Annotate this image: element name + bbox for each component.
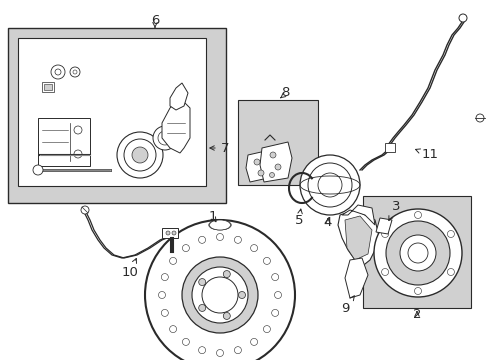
Circle shape — [271, 310, 278, 316]
Circle shape — [73, 70, 77, 74]
Bar — [362, 196, 470, 308]
Bar — [18, 38, 205, 186]
Text: 10: 10 — [122, 258, 138, 279]
Ellipse shape — [208, 220, 231, 230]
Polygon shape — [337, 210, 379, 268]
Bar — [44, 84, 52, 90]
Circle shape — [269, 152, 275, 158]
Circle shape — [381, 269, 388, 275]
Polygon shape — [384, 143, 394, 152]
Bar — [42, 82, 54, 92]
Circle shape — [274, 292, 281, 298]
Polygon shape — [260, 142, 291, 182]
Circle shape — [192, 267, 247, 323]
Circle shape — [447, 269, 453, 275]
Circle shape — [238, 292, 245, 298]
Circle shape — [216, 234, 223, 240]
Text: 3: 3 — [388, 201, 400, 221]
Circle shape — [458, 14, 466, 22]
Polygon shape — [170, 83, 187, 110]
Circle shape — [299, 155, 359, 215]
Circle shape — [234, 236, 241, 243]
Circle shape — [381, 230, 388, 238]
Polygon shape — [345, 216, 371, 260]
Circle shape — [70, 67, 80, 77]
Circle shape — [258, 170, 264, 176]
Circle shape — [117, 132, 163, 178]
Circle shape — [182, 244, 189, 252]
Text: 2: 2 — [412, 309, 420, 321]
Circle shape — [274, 164, 281, 170]
Circle shape — [475, 114, 483, 122]
Circle shape — [269, 172, 274, 177]
Circle shape — [223, 271, 230, 278]
Circle shape — [158, 292, 165, 298]
Text: 6: 6 — [150, 13, 159, 27]
Polygon shape — [345, 258, 367, 298]
Circle shape — [223, 312, 230, 319]
Circle shape — [216, 350, 223, 356]
Circle shape — [74, 150, 82, 158]
Circle shape — [161, 274, 168, 280]
Circle shape — [153, 126, 177, 150]
Circle shape — [414, 211, 421, 219]
Circle shape — [124, 139, 156, 171]
Polygon shape — [375, 218, 391, 234]
Ellipse shape — [209, 220, 230, 230]
Circle shape — [198, 279, 205, 285]
Circle shape — [81, 206, 89, 214]
Circle shape — [182, 338, 189, 346]
Circle shape — [172, 231, 176, 235]
Circle shape — [414, 288, 421, 294]
Text: 9: 9 — [340, 296, 354, 315]
Circle shape — [234, 347, 241, 354]
Circle shape — [165, 231, 170, 235]
Circle shape — [55, 69, 61, 75]
Circle shape — [373, 209, 461, 297]
Polygon shape — [341, 205, 374, 225]
Circle shape — [74, 126, 82, 134]
Circle shape — [202, 277, 238, 313]
Bar — [238, 100, 317, 185]
Bar — [8, 28, 225, 203]
Circle shape — [182, 257, 258, 333]
Circle shape — [132, 147, 148, 163]
Polygon shape — [162, 228, 178, 238]
Circle shape — [307, 163, 351, 207]
Text: 5: 5 — [294, 209, 303, 226]
Circle shape — [250, 338, 257, 346]
Text: 1: 1 — [208, 211, 217, 224]
Circle shape — [447, 230, 453, 238]
Circle shape — [385, 221, 449, 285]
Circle shape — [198, 305, 205, 311]
Circle shape — [198, 236, 205, 243]
Text: 8: 8 — [280, 85, 288, 99]
Text: 7: 7 — [209, 141, 229, 154]
Circle shape — [399, 235, 435, 271]
Circle shape — [253, 159, 260, 165]
Polygon shape — [245, 150, 271, 182]
Circle shape — [51, 65, 65, 79]
Text: 11: 11 — [415, 148, 438, 162]
Text: 4: 4 — [323, 216, 331, 229]
Circle shape — [250, 244, 257, 252]
Circle shape — [33, 165, 43, 175]
Circle shape — [198, 347, 205, 354]
Circle shape — [263, 325, 270, 333]
Circle shape — [158, 131, 172, 145]
Circle shape — [317, 173, 341, 197]
Circle shape — [169, 325, 176, 333]
Circle shape — [169, 257, 176, 264]
Circle shape — [161, 310, 168, 316]
Circle shape — [271, 274, 278, 280]
Polygon shape — [162, 98, 190, 153]
Circle shape — [145, 220, 294, 360]
Circle shape — [407, 243, 427, 263]
Circle shape — [263, 257, 270, 264]
Bar — [38, 118, 90, 166]
